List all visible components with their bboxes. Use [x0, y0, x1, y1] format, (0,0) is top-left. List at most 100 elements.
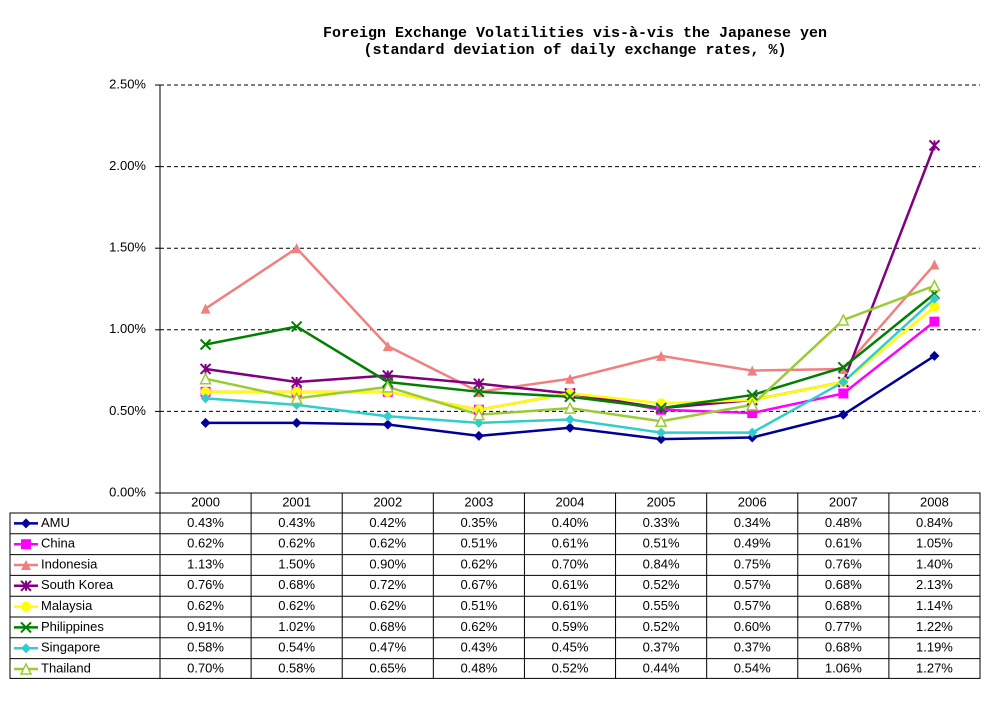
marker: [19, 662, 33, 675]
x-tick-label: 2002: [373, 494, 402, 509]
table-cell: 0.47%: [369, 640, 406, 655]
marker: [563, 401, 577, 414]
y-tick-label: 1.00%: [109, 321, 146, 336]
table-cell: 0.67%: [460, 577, 497, 592]
table-cell: 0.54%: [278, 640, 315, 655]
table-cell: 0.35%: [460, 515, 497, 530]
table-cell: 0.43%: [187, 515, 224, 530]
x-tick-label: 2005: [647, 494, 676, 509]
marker: [291, 243, 302, 254]
marker: [838, 388, 849, 399]
table-cell: 0.58%: [187, 640, 224, 655]
marker: [929, 316, 940, 327]
legend-label: Singapore: [41, 640, 100, 655]
table-cell: 0.54%: [734, 660, 771, 675]
table-cell: 0.61%: [552, 577, 589, 592]
marker: [929, 259, 940, 270]
table-cell: 0.62%: [187, 598, 224, 613]
table-cell: 0.62%: [460, 556, 497, 571]
marker: [746, 389, 758, 401]
marker: [565, 422, 575, 433]
marker: [929, 350, 940, 361]
table-cell: 0.62%: [278, 536, 315, 551]
table-cell: 0.60%: [734, 619, 771, 634]
marker: [565, 373, 575, 384]
marker: [747, 365, 758, 376]
y-tick-label: 0.50%: [109, 403, 146, 418]
marker: [199, 338, 212, 351]
table-cell: 0.72%: [369, 577, 406, 592]
table-cell: 1.13%: [187, 556, 224, 571]
legend-label: Indonesia: [41, 556, 98, 571]
legend-label: AMU: [41, 515, 70, 530]
x-tick-label: 2004: [556, 494, 585, 509]
marker: [291, 417, 302, 428]
table-cell: 0.68%: [825, 577, 862, 592]
table-cell: 0.51%: [460, 598, 497, 613]
marker: [473, 386, 485, 398]
marker: [656, 350, 667, 361]
marker: [565, 414, 575, 425]
table-cell: 0.48%: [825, 515, 862, 530]
table-cell: 0.45%: [552, 640, 589, 655]
table-cell: 1.06%: [825, 660, 862, 675]
marker: [290, 376, 303, 388]
table-cell: 0.75%: [734, 556, 771, 571]
table-cell: 0.42%: [369, 515, 406, 530]
table-cell: 0.52%: [643, 577, 680, 592]
table-cell: 0.34%: [734, 515, 771, 530]
table-cell: 2.13%: [916, 577, 953, 592]
table-cell: 0.70%: [552, 556, 589, 571]
marker: [838, 409, 849, 420]
marker: [929, 293, 940, 304]
table-cell: 0.62%: [369, 598, 406, 613]
table-cell: 1.14%: [916, 598, 953, 613]
table-cell: 0.68%: [369, 619, 406, 634]
table-cell: 1.22%: [916, 619, 953, 634]
x-tick-label: 2003: [464, 494, 493, 509]
table-cell: 0.68%: [278, 577, 315, 592]
marker: [200, 393, 211, 404]
table-cell: 0.57%: [734, 598, 771, 613]
table-cell: 0.33%: [643, 515, 680, 530]
table-cell: 1.05%: [916, 536, 953, 551]
y-tick-label: 2.00%: [109, 158, 146, 173]
marker: [656, 434, 667, 445]
table-cell: 0.48%: [460, 660, 497, 675]
x-tick-label: 2007: [829, 494, 858, 509]
marker: [200, 386, 211, 397]
table-cell: 0.37%: [643, 640, 680, 655]
marker: [928, 139, 941, 152]
table-cell: 0.90%: [369, 556, 406, 571]
marker: [21, 601, 31, 612]
legend-label: Thailand: [41, 660, 91, 675]
table-cell: 0.68%: [825, 640, 862, 655]
table-cell: 0.91%: [187, 619, 224, 634]
marker: [382, 419, 393, 430]
table-cell: 0.49%: [734, 536, 771, 551]
table-cell: 0.76%: [825, 556, 862, 571]
series-line: [205, 284, 935, 423]
table-cell: 1.40%: [916, 556, 953, 571]
marker: [746, 398, 759, 411]
table-cell: 0.43%: [278, 515, 315, 530]
chart-subtitle: (standard deviation of daily exchange ra…: [363, 42, 786, 59]
y-tick-label: 2.50%: [109, 76, 146, 91]
marker: [21, 643, 31, 654]
table-cell: 0.59%: [552, 619, 589, 634]
marker: [290, 391, 303, 405]
x-tick-label: 2001: [282, 494, 311, 509]
table-cell: 0.62%: [369, 536, 406, 551]
marker: [473, 377, 485, 390]
table-cell: 0.84%: [916, 515, 953, 530]
table-cell: 0.55%: [643, 598, 680, 613]
table-cell: 0.57%: [734, 577, 771, 592]
marker: [290, 320, 303, 333]
y-tick-label: 0.00%: [109, 484, 146, 499]
marker: [837, 313, 850, 326]
x-tick-label: 2008: [920, 494, 949, 509]
marker: [929, 301, 940, 312]
table-cell: 0.51%: [460, 536, 497, 551]
legend-label: Philippines: [41, 619, 104, 634]
